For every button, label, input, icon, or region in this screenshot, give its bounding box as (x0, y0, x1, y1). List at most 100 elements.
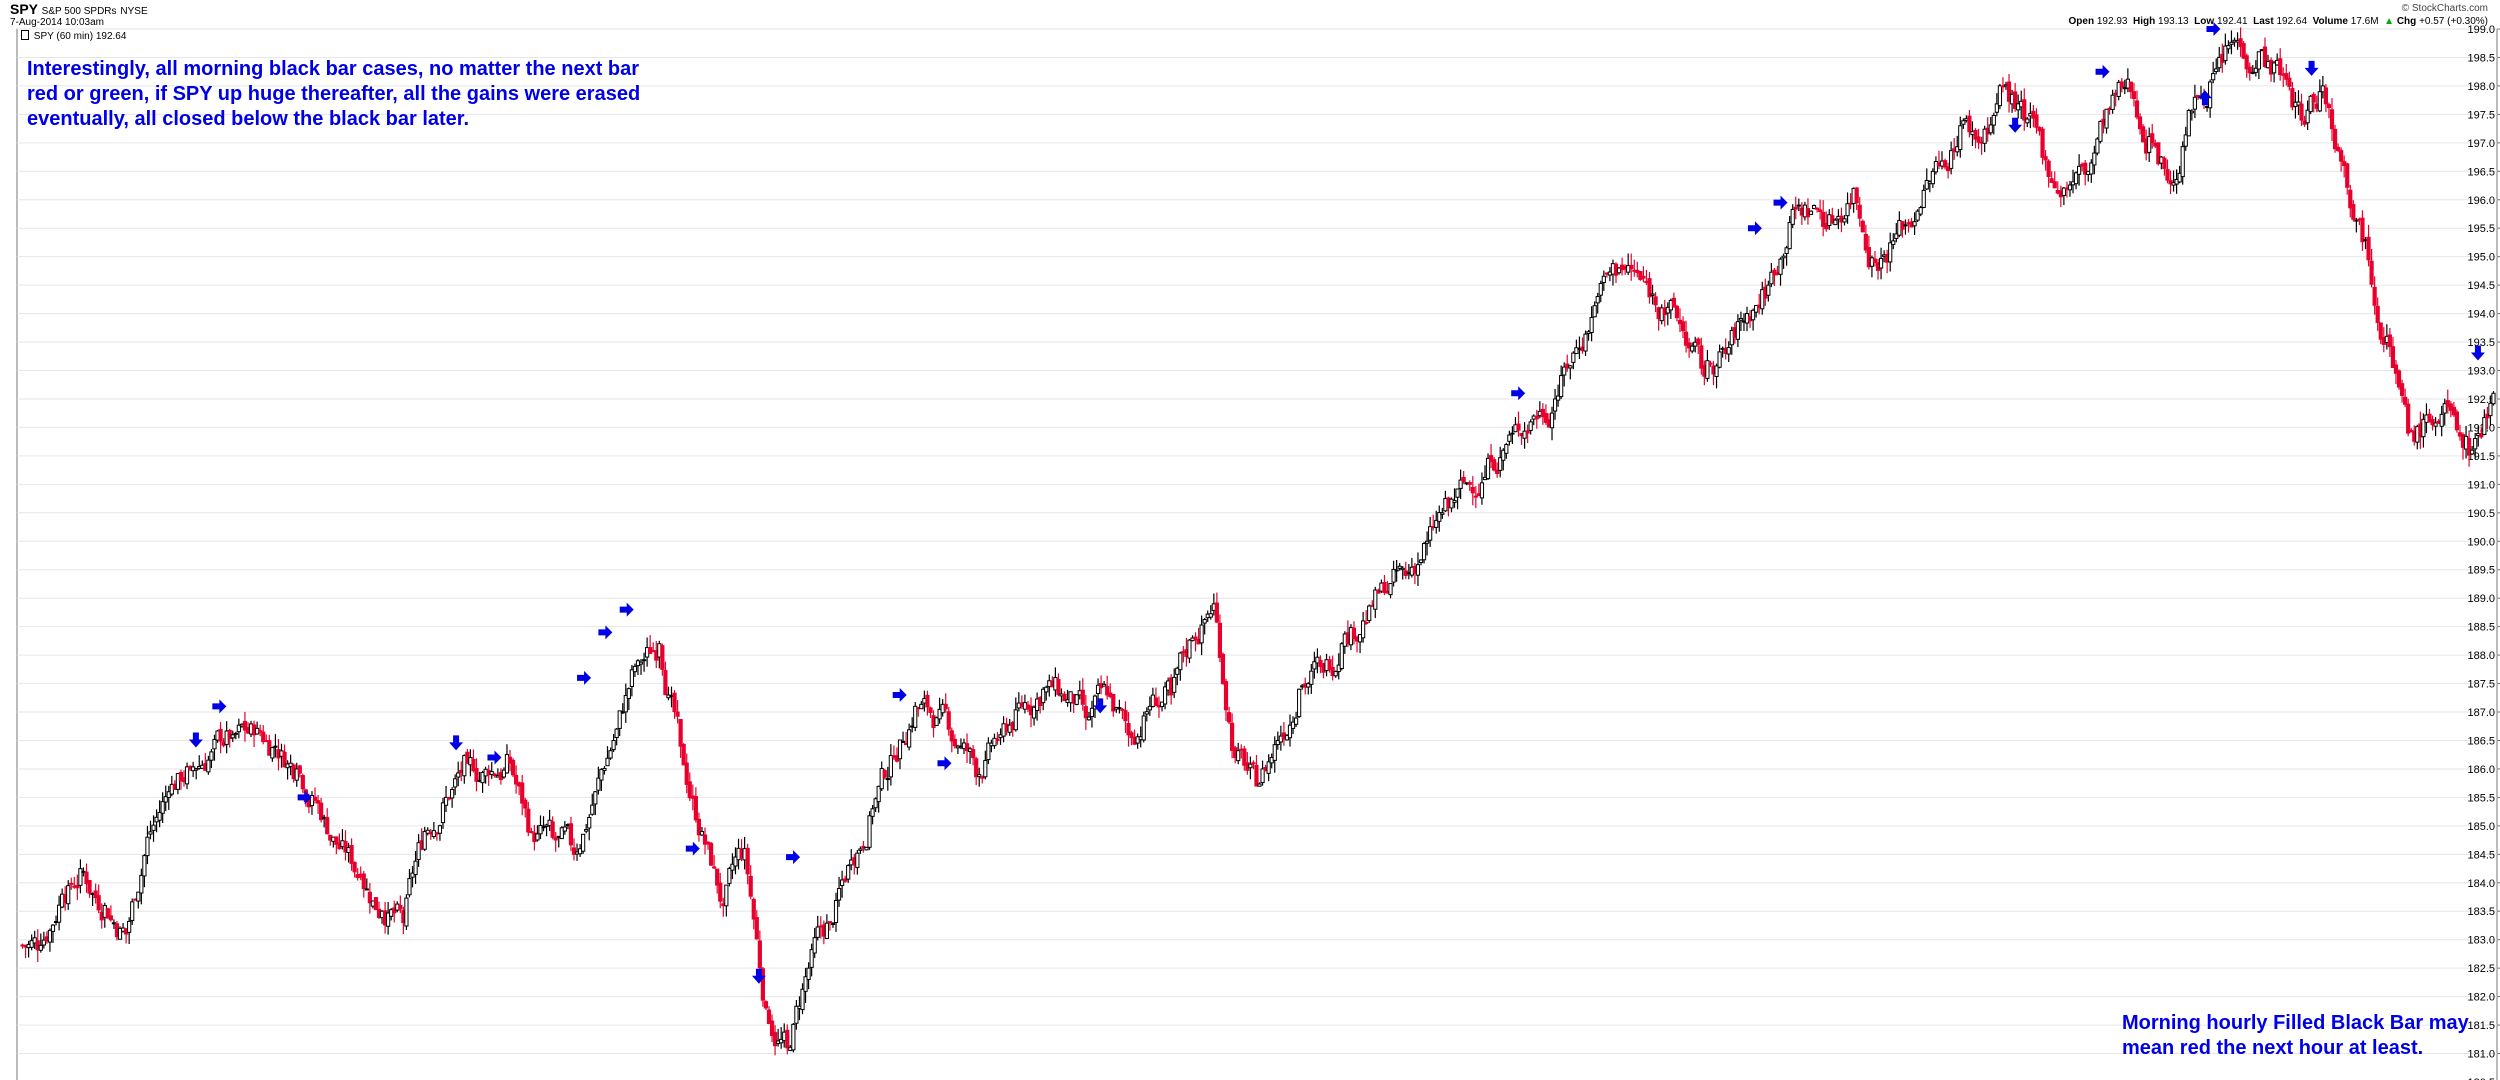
candle-down (971, 749, 976, 759)
candle-down (1641, 275, 1646, 279)
candle-up (632, 665, 638, 673)
candle-down (2247, 66, 2252, 74)
candle-up (2110, 94, 2115, 110)
candle-up (212, 739, 217, 750)
candle-up (803, 976, 808, 992)
candle-up (440, 802, 446, 824)
candle-down (1708, 362, 1713, 365)
candle-up (1921, 189, 1926, 208)
candle-up (1452, 500, 1457, 503)
candle-down (2335, 146, 2341, 151)
candle-up (41, 939, 46, 946)
candle-up (724, 884, 729, 907)
candle-down (827, 921, 833, 924)
candle-up (1117, 707, 1122, 710)
candle-up (2025, 118, 2030, 124)
candle-down (1854, 187, 1859, 204)
candle-down (523, 799, 528, 809)
y-tick-label: 199.0 (2467, 24, 2495, 36)
candle-down (2150, 133, 2155, 144)
candle-down (96, 895, 101, 911)
candle-down (1696, 338, 1701, 345)
candle-up (1272, 744, 1277, 761)
candle-up (1092, 695, 1098, 710)
candle-up (230, 734, 235, 739)
candle-up (879, 768, 884, 790)
candle-up (858, 848, 863, 851)
candle-up (1236, 750, 1241, 762)
candle-up (194, 768, 199, 771)
candle-up (986, 742, 991, 761)
candle-up (410, 872, 415, 878)
candle-down (2403, 396, 2408, 405)
candle-down (398, 904, 403, 910)
candle-up (629, 669, 634, 687)
candle-up (1769, 271, 1774, 285)
candle-down (1860, 220, 1865, 233)
candle-up (1367, 605, 1372, 622)
candle-up (1982, 128, 1987, 144)
candle-up (2229, 41, 2234, 45)
high-label: High (2133, 16, 2156, 27)
candle-up (1735, 321, 1740, 340)
candle-down (529, 831, 534, 834)
blue-arrow-right-marker (212, 699, 227, 714)
candle-down (964, 743, 970, 752)
candle-up (425, 829, 430, 834)
candle-down (980, 776, 985, 779)
candle-down (1863, 233, 1868, 251)
candle-up (2223, 45, 2228, 62)
y-tick-label: 190.0 (2467, 536, 2495, 548)
candle-down (297, 765, 302, 774)
blue-arrow-down-marker (1093, 698, 1108, 714)
candle-down (1364, 622, 1369, 625)
candle-up (1187, 639, 1192, 659)
candle-up (1912, 221, 1917, 227)
candle-up (1287, 724, 1293, 739)
last-value: 192.64 (2276, 16, 2308, 27)
candle-down (946, 711, 951, 730)
candle-up (824, 922, 829, 939)
candle-up (2488, 402, 2493, 417)
candle-down (2244, 55, 2249, 70)
candle-down (1230, 722, 1235, 751)
candle-down (108, 915, 113, 921)
candle-down (568, 823, 574, 846)
candle-up (599, 768, 604, 781)
candle-up (2208, 81, 2213, 109)
y-tick-label: 195.5 (2467, 223, 2495, 235)
candle-up (1290, 721, 1296, 729)
candle-down (1818, 209, 1823, 212)
candle-up (867, 815, 872, 848)
candle-up (1616, 267, 1622, 274)
candle-up (407, 878, 412, 896)
candle-down (785, 1029, 790, 1049)
candle-down (751, 899, 756, 920)
candle-down (1123, 710, 1128, 722)
candle-up (1997, 85, 2002, 107)
candle-down (1254, 764, 1259, 787)
y-tick-label: 190.5 (2467, 508, 2495, 520)
candle-down (663, 669, 668, 696)
candle-down (715, 868, 720, 886)
candle-up (1202, 619, 1207, 624)
candle-up (1845, 203, 1850, 217)
candle-down (1126, 723, 1131, 736)
candle-up (605, 757, 610, 767)
candle-down (766, 1009, 772, 1024)
candle-up (1041, 688, 1046, 704)
candle-up (559, 827, 564, 840)
candle-down (367, 891, 372, 904)
candle-down (757, 940, 762, 969)
candle-down (2375, 305, 2380, 323)
candle-down (1105, 686, 1110, 696)
candle-up (184, 766, 190, 785)
candle-up (1903, 224, 1908, 227)
candle-down (2034, 114, 2039, 128)
candle-down (2387, 334, 2392, 348)
candle-up (1208, 613, 1213, 618)
candle-up (1172, 676, 1177, 693)
candle-up (602, 767, 607, 771)
candle-up (38, 944, 43, 951)
